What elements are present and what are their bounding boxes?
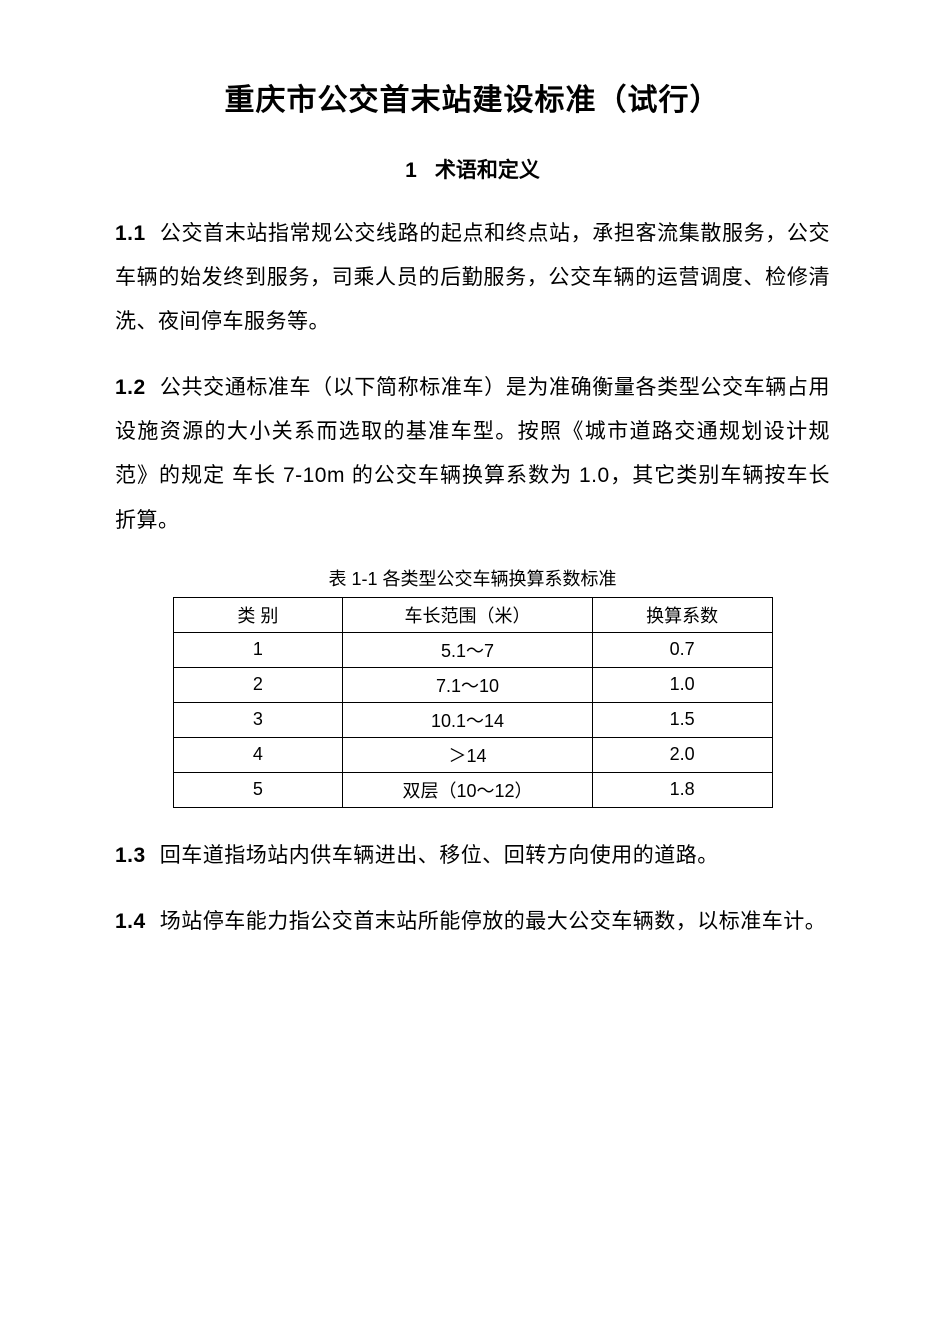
para-number: 1.2 [115, 376, 146, 399]
para-text: 公共交通标准车（以下简称标准车）是为准确衡量各类型公交车辆占用设施资源的大小关系… [115, 376, 830, 531]
table-cell: 1.8 [592, 772, 772, 807]
paragraph-1-2: 1.2公共交通标准车（以下简称标准车）是为准确衡量各类型公交车辆占用设施资源的大… [115, 366, 830, 542]
table-cell: 双层（10～12） [343, 772, 593, 807]
table-header-row: 类 别 车长范围（米） 换算系数 [173, 597, 772, 632]
table-cell: 0.7 [592, 632, 772, 667]
section-heading: 1 术语和定义 [115, 154, 830, 184]
para-number: 1.3 [115, 844, 146, 867]
table-caption: 表 1-1 各类型公交车辆换算系数标准 [115, 565, 830, 591]
table-cell: 1 [173, 632, 343, 667]
table-cell: 4 [173, 737, 343, 772]
section-number: 1 [405, 159, 417, 182]
table-row: 1 5.1～7 0.7 [173, 632, 772, 667]
table-row: 4 ＞14 2.0 [173, 737, 772, 772]
table-cell: 1.5 [592, 702, 772, 737]
para-text: 公交首末站指常规公交线路的起点和终点站，承担客流集散服务，公交车辆的始发终到服务… [115, 222, 830, 333]
table-header-cell: 换算系数 [592, 597, 772, 632]
table-row: 2 7.1～10 1.0 [173, 667, 772, 702]
para-number: 1.4 [115, 910, 146, 933]
document-title: 重庆市公交首末站建设标准（试行） [115, 75, 830, 119]
paragraph-1-3: 1.3 回车道指场站内供车辆进出、移位、回转方向使用的道路。 [115, 834, 830, 878]
table-row: 5 双层（10～12） 1.8 [173, 772, 772, 807]
para-text: 场站停车能力指公交首末站所能停放的最大公交车辆数，以标准车计。 [160, 910, 827, 933]
table-cell: 3 [173, 702, 343, 737]
table-row: 3 10.1～14 1.5 [173, 702, 772, 737]
table-cell: 1.0 [592, 667, 772, 702]
paragraph-1-4: 1.4 场站停车能力指公交首末站所能停放的最大公交车辆数，以标准车计。 [115, 900, 830, 944]
table-cell: 5 [173, 772, 343, 807]
para-text: 回车道指场站内供车辆进出、移位、回转方向使用的道路。 [160, 844, 719, 867]
table-cell: 2.0 [592, 737, 772, 772]
section-label: 术语和定义 [435, 159, 540, 182]
table-cell: ＞14 [343, 737, 593, 772]
conversion-coefficient-table: 类 别 车长范围（米） 换算系数 1 5.1～7 0.7 2 7.1～10 1.… [173, 597, 773, 808]
table-cell: 7.1～10 [343, 667, 593, 702]
table-cell: 10.1～14 [343, 702, 593, 737]
table-header-cell: 车长范围（米） [343, 597, 593, 632]
table-cell: 2 [173, 667, 343, 702]
table-header-cell: 类 别 [173, 597, 343, 632]
para-number: 1.1 [115, 222, 146, 245]
paragraph-1-1: 1.1公交首末站指常规公交线路的起点和终点站，承担客流集散服务，公交车辆的始发终… [115, 212, 830, 344]
table-cell: 5.1～7 [343, 632, 593, 667]
